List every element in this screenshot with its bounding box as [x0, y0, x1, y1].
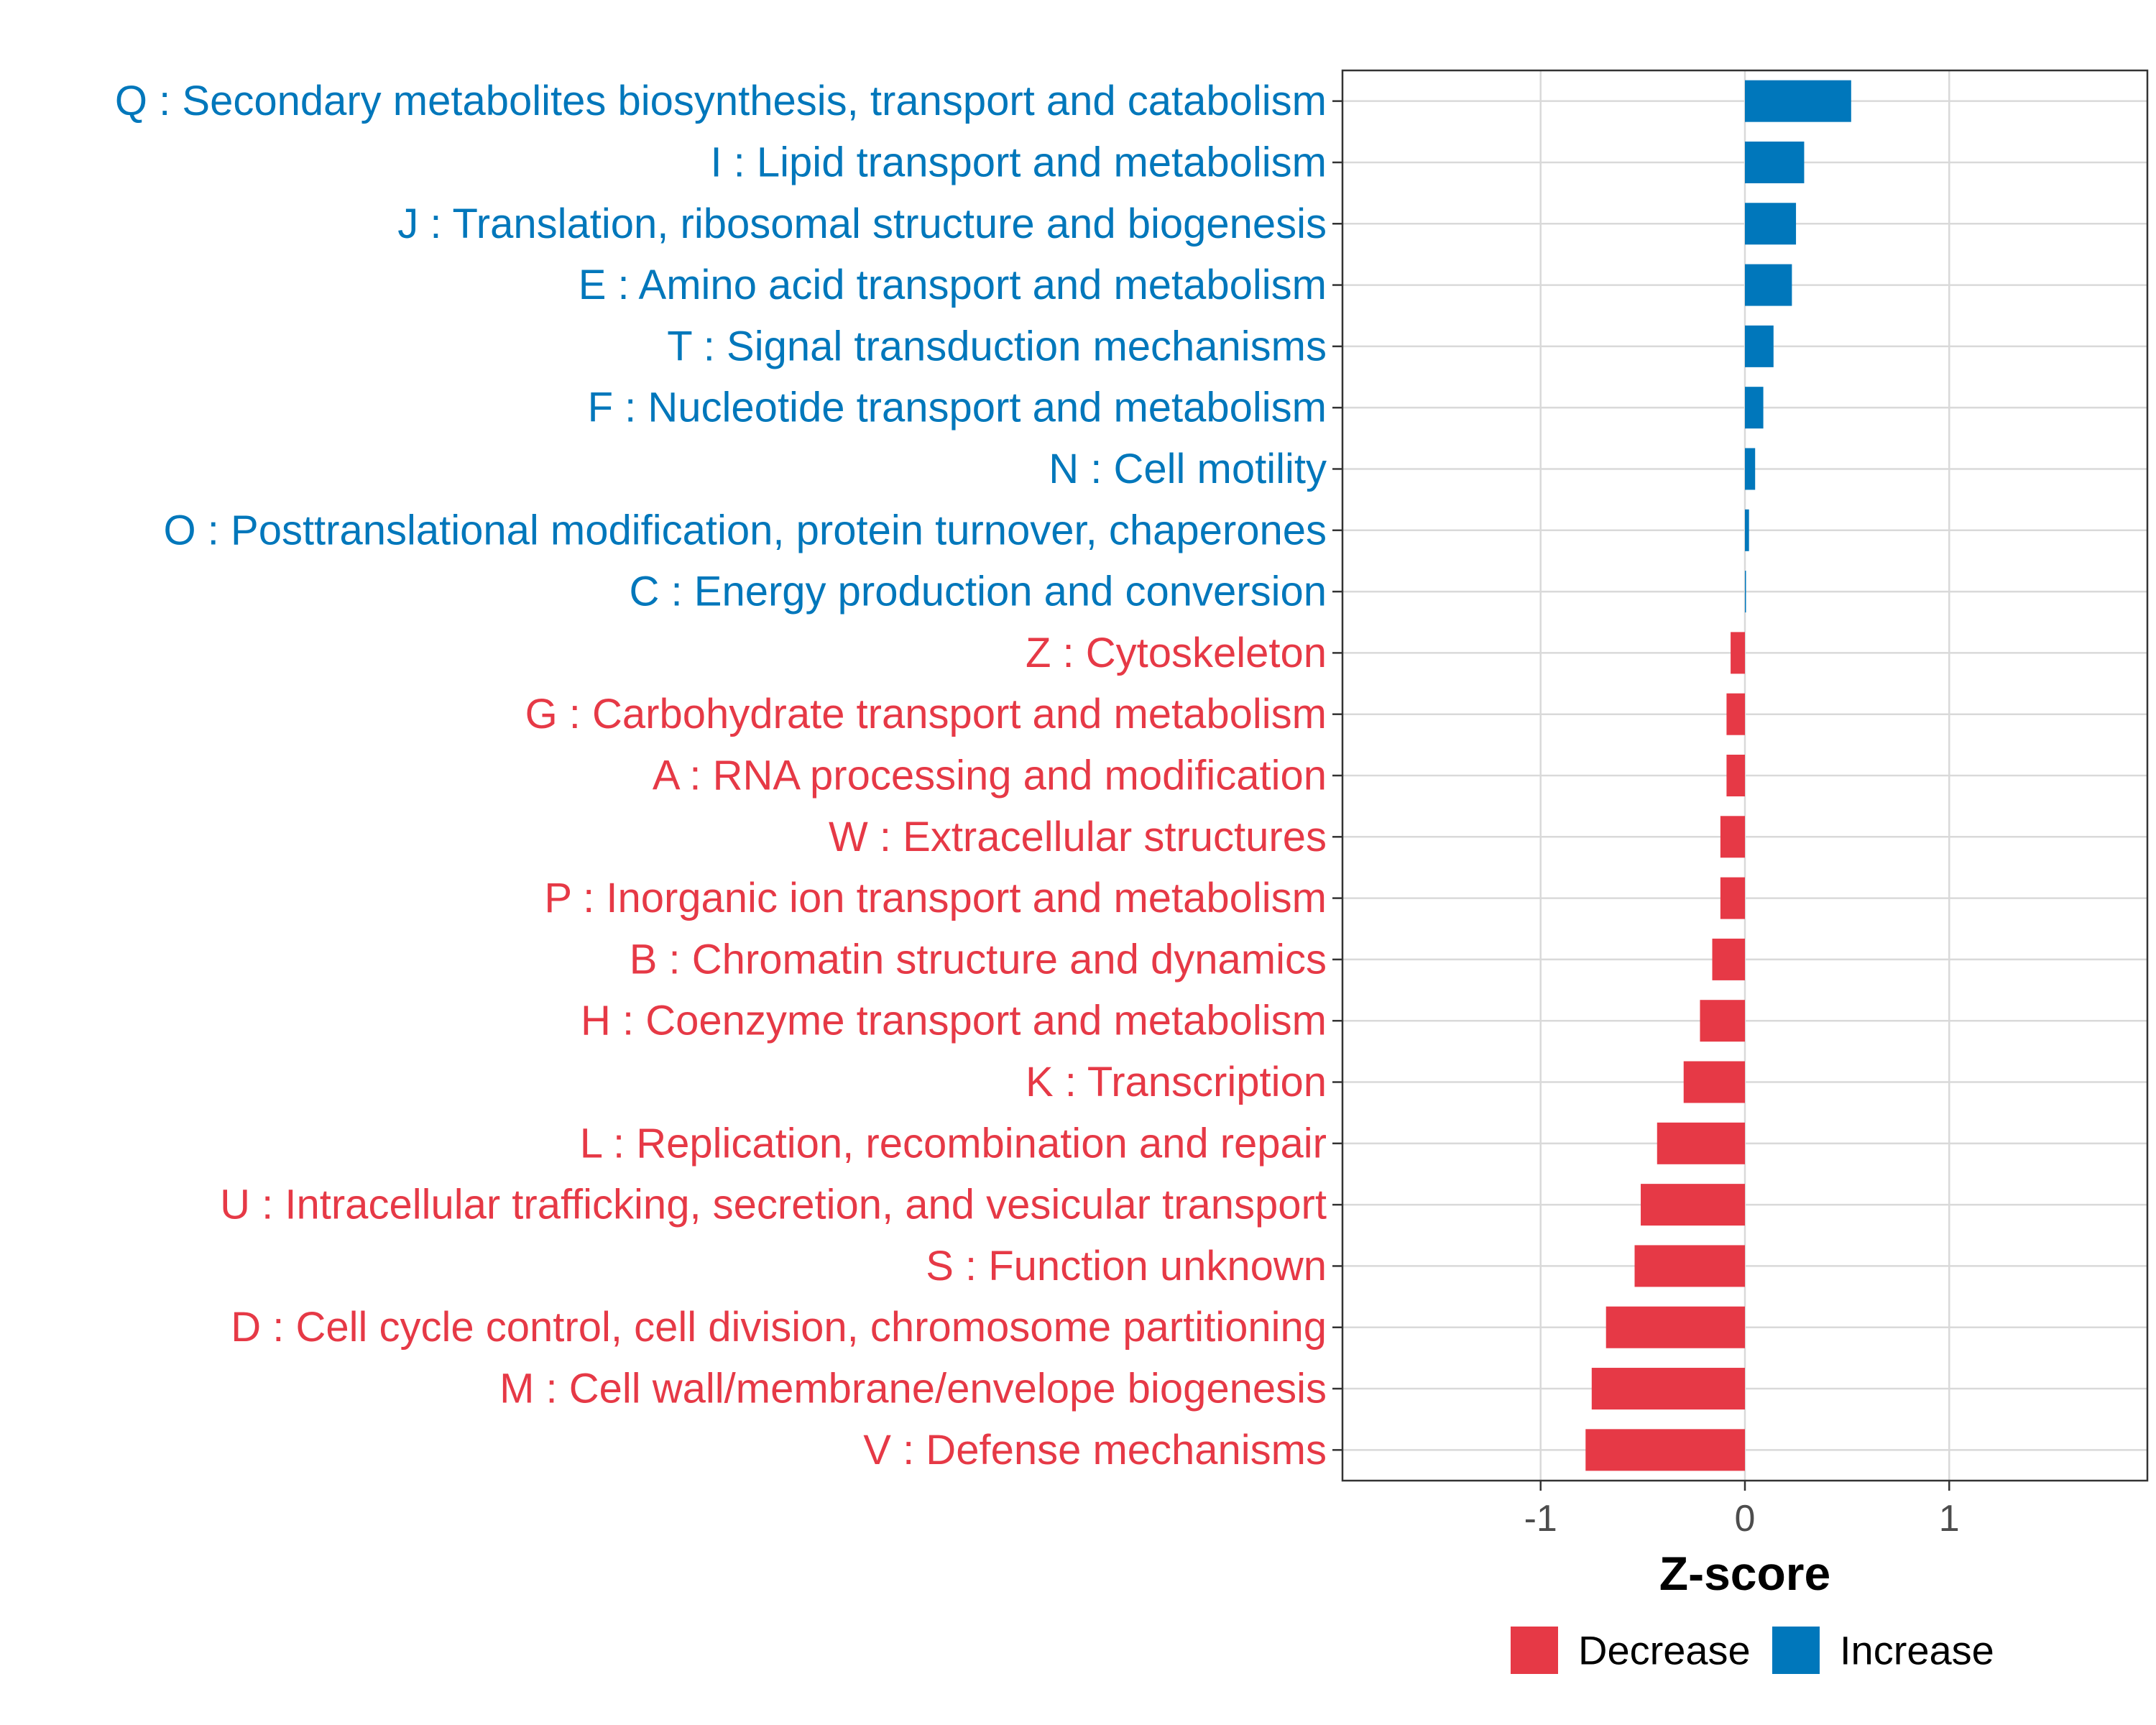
bar	[1745, 264, 1792, 306]
bar	[1745, 571, 1746, 613]
category-label: P : Inorganic ion transport and metaboli…	[544, 875, 1327, 921]
bar	[1634, 1245, 1745, 1287]
category-label: W : Extracellular structures	[829, 814, 1327, 860]
category-label: A : RNA processing and modification	[653, 753, 1327, 799]
category-labels: Q : Secondary metabolites biosynthesis, …	[115, 78, 1327, 1473]
bar	[1720, 816, 1745, 858]
x-tick-label: 0	[1735, 1498, 1756, 1540]
legend-label-increase: Increase	[1840, 1628, 1994, 1673]
bar	[1641, 1184, 1745, 1226]
category-label: J : Translation, ribosomal structure and…	[397, 201, 1327, 247]
bar	[1712, 938, 1745, 980]
legend-key-decrease	[1511, 1627, 1558, 1674]
bar	[1745, 80, 1851, 122]
category-label: Q : Secondary metabolites biosynthesis, …	[115, 78, 1327, 124]
legend-key-increase	[1772, 1627, 1820, 1674]
x-axis-title: Z-score	[1659, 1547, 1830, 1600]
bar	[1745, 387, 1764, 429]
category-label: F : Nucleotide transport and metabolism	[588, 385, 1327, 431]
y-axis-ticks	[1332, 100, 1342, 1451]
category-label: C : Energy production and conversion	[630, 569, 1327, 615]
x-tick-label: 1	[1939, 1498, 1960, 1540]
category-label: N : Cell motility	[1049, 446, 1327, 492]
x-tick-label: -1	[1524, 1498, 1557, 1540]
category-label: G : Carbohydrate transport and metabolis…	[525, 691, 1327, 737]
bar	[1731, 632, 1745, 674]
category-label: E : Amino acid transport and metabolism	[579, 262, 1327, 308]
bar	[1745, 509, 1749, 551]
bar	[1591, 1368, 1745, 1410]
bar	[1745, 141, 1805, 183]
category-label: D : Cell cycle control, cell division, c…	[231, 1304, 1327, 1351]
bar	[1700, 1000, 1745, 1042]
category-label: B : Chromatin structure and dynamics	[630, 936, 1327, 983]
bar	[1720, 877, 1745, 919]
bar	[1585, 1429, 1745, 1471]
category-label: V : Defense mechanisms	[863, 1427, 1327, 1473]
bar	[1683, 1061, 1745, 1103]
x-axis-ticks: -1 0 1	[1524, 1481, 1960, 1540]
category-label: T : Signal transduction mechanisms	[667, 323, 1327, 369]
category-label: K : Transcription	[1026, 1059, 1327, 1105]
bar	[1726, 754, 1745, 797]
bar	[1745, 448, 1756, 490]
bar	[1657, 1122, 1745, 1164]
category-label: I : Lipid transport and metabolism	[710, 139, 1327, 185]
bar	[1745, 203, 1797, 245]
category-label: S : Function unknown	[926, 1243, 1327, 1289]
category-label: O : Posttranslational modification, prot…	[164, 507, 1327, 553]
category-label: H : Coenzyme transport and metabolism	[581, 998, 1327, 1044]
category-label: M : Cell wall/membrane/envelope biogenes…	[499, 1366, 1327, 1412]
category-label: Z : Cytoskeleton	[1026, 630, 1327, 676]
bar	[1745, 325, 1774, 367]
bar	[1726, 693, 1745, 735]
category-label: L : Replication, recombination and repai…	[580, 1120, 1327, 1167]
category-label: U : Intracellular trafficking, secretion…	[220, 1182, 1327, 1228]
bars	[1585, 80, 1851, 1471]
legend-label-decrease: Decrease	[1578, 1628, 1751, 1673]
bar	[1606, 1306, 1745, 1348]
legend: Decrease Increase	[1511, 1627, 1994, 1674]
